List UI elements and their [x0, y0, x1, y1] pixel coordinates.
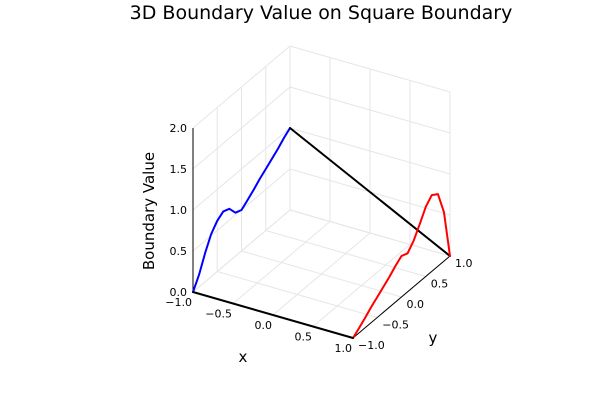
grid-layer — [192, 45, 451, 339]
y-axis-title: y — [429, 329, 438, 347]
y-tick-label: 0.5 — [431, 278, 449, 291]
grid-line-left-z — [192, 45, 291, 129]
z-tick-label: 1.0 — [170, 204, 188, 217]
y-tick-label: −1.0 — [358, 339, 385, 352]
grid-line-back-z — [289, 127, 451, 175]
x-tick-label: −0.5 — [205, 308, 232, 321]
z-tick-label: 1.5 — [170, 163, 188, 176]
grid-line-floor-y — [217, 271, 378, 318]
x-tick-label: −1.0 — [165, 296, 192, 309]
series-line-2 — [289, 127, 451, 257]
grid-line-back-z — [289, 45, 451, 93]
y-tick-label: 0.0 — [407, 298, 425, 311]
series-line-1 — [192, 127, 291, 293]
series-line-4 — [192, 291, 354, 339]
series-layer — [192, 127, 451, 339]
x-tick-label: 1.0 — [335, 342, 353, 355]
z-tick-label: 2.0 — [170, 122, 188, 135]
z-tick-label: 0.0 — [170, 286, 188, 299]
z-axis-title: Boundary Value — [140, 152, 158, 270]
grid-line-floor-y — [265, 230, 426, 277]
y-tick-label: 1.0 — [455, 257, 473, 270]
tick-labels: −1.0 −0.5 0.0 0.5 1.0 −1.0 −0.5 0.0 0.5 1.0 0.0 0.5… — [165, 122, 472, 355]
x-tick-label: 0.0 — [255, 319, 273, 332]
grid-line-left-z — [192, 127, 291, 211]
series-line-3 — [352, 193, 451, 339]
x-tick-label: 0.5 — [295, 331, 313, 344]
grid-line-back-z — [289, 86, 451, 134]
z-tick-label: 0.5 — [170, 245, 188, 258]
grid-line-back-z — [289, 209, 451, 257]
chart-title: 3D Boundary Value on Square Boundary — [130, 2, 513, 24]
grid-line-left-z — [192, 86, 291, 170]
x-axis-title: x — [239, 348, 248, 366]
grid-line-floor-y — [241, 250, 402, 298]
y-tick-label: −0.5 — [382, 319, 409, 332]
grid-line-left-z — [192, 209, 291, 293]
y-axis-line — [352, 255, 451, 339]
